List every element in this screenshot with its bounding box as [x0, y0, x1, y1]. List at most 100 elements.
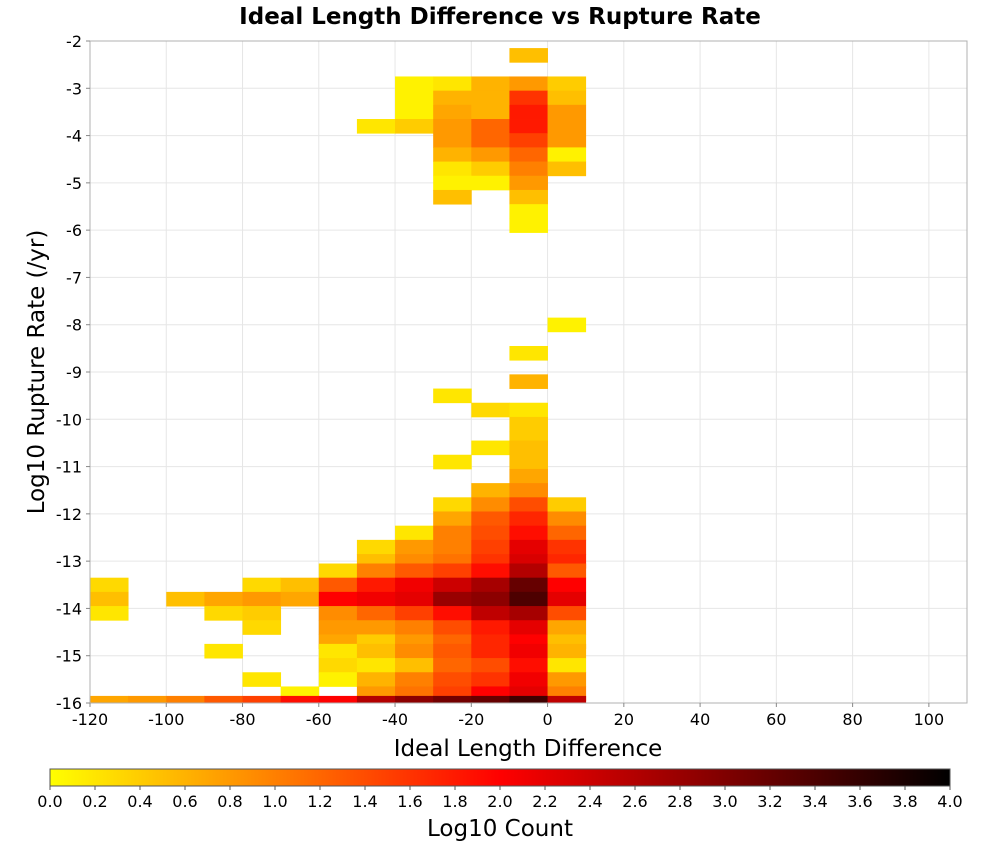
heatmap-cell — [356, 539, 396, 555]
heatmap-cell — [471, 147, 510, 162]
x-tick-label: -20 — [458, 710, 484, 729]
y-tick-label: -2 — [66, 32, 82, 51]
heatmap-cell — [318, 606, 358, 621]
heatmap-cell — [547, 133, 587, 148]
heatmap-cell — [547, 643, 587, 659]
colorbar — [49, 768, 951, 787]
heatmap-cell — [509, 511, 548, 527]
heatmap-cell — [433, 175, 472, 191]
heatmap-cell — [471, 161, 510, 177]
heatmap-cell — [280, 695, 320, 704]
y-tick-label: -12 — [56, 505, 82, 524]
heatmap-cell — [433, 539, 472, 555]
x-tick-label: 0 — [542, 710, 552, 729]
heatmap-cell — [242, 620, 282, 635]
heatmap-cell — [547, 695, 587, 704]
heatmap-cells — [90, 48, 587, 704]
heatmap-cell — [280, 577, 320, 593]
heatmap-cell — [318, 643, 358, 659]
heatmap-cell — [433, 454, 472, 470]
heatmap-cell — [547, 591, 587, 607]
heatmap-cell — [318, 591, 358, 607]
colorbar-tick-label: 0.6 — [172, 792, 197, 811]
heatmap-cell — [509, 402, 548, 418]
heatmap-cell — [356, 672, 396, 687]
colorbar-tick-label: 4.0 — [937, 792, 962, 811]
heatmap-cell — [509, 468, 548, 484]
chart-title: Ideal Length Difference vs Rupture Rate — [239, 4, 761, 30]
heatmap-cell — [547, 620, 587, 635]
y-tick-label: -14 — [56, 599, 82, 618]
heatmap-cell — [509, 643, 548, 659]
heatmap-cell — [395, 525, 434, 541]
colorbar-tick-label: 0.0 — [37, 792, 62, 811]
heatmap-cell — [433, 658, 472, 673]
heatmap-cell — [433, 133, 472, 148]
colorbar-tick-label: 3.8 — [892, 792, 917, 811]
heatmap-cell — [356, 695, 396, 704]
heatmap-cell — [509, 563, 548, 579]
heatmap-cell — [433, 591, 472, 607]
heatmap-cell — [547, 317, 587, 333]
heatmap-cell — [547, 147, 587, 162]
heatmap-cell — [509, 48, 548, 63]
heatmap-cell — [509, 204, 548, 219]
heatmap-cell — [395, 90, 434, 106]
colorbar-tick-label: 2.8 — [667, 792, 692, 811]
heatmap-cell — [509, 416, 548, 432]
x-tick-label: -80 — [229, 710, 255, 729]
heatmap-cell — [356, 119, 396, 134]
heatmap-cell — [471, 119, 510, 134]
heatmap-cell — [471, 525, 510, 541]
heatmap-cell — [395, 119, 434, 134]
colorbar-tick-label: 0.4 — [127, 792, 152, 811]
x-tick-label: -40 — [382, 710, 408, 729]
heatmap-cell — [547, 525, 587, 541]
heatmap-cell — [509, 695, 548, 704]
heatmap-cell — [509, 440, 548, 456]
x-tick-label: 40 — [690, 710, 710, 729]
heatmap-cell — [509, 577, 548, 593]
heatmap-cell — [471, 440, 510, 456]
plot-area — [89, 40, 968, 704]
colorbar-tick-label: 2.4 — [577, 792, 602, 811]
heatmap-cell — [395, 672, 434, 687]
heatmap-cell — [356, 591, 396, 607]
heatmap-cell — [471, 643, 510, 659]
heatmap-cell — [318, 620, 358, 635]
y-tick-label: -4 — [66, 127, 82, 146]
heatmap-cell — [547, 606, 587, 621]
heatmap-cell — [242, 695, 282, 704]
x-tick-label: 20 — [614, 710, 634, 729]
heatmap-cell — [471, 672, 510, 687]
heatmap-cell — [356, 563, 396, 579]
heatmap-cell — [509, 672, 548, 687]
heatmap-cell — [509, 161, 548, 177]
heatmap-cell — [90, 695, 129, 704]
heatmap-cell — [547, 511, 587, 527]
colorbar-tick-label: 3.0 — [712, 792, 737, 811]
heatmap-cell — [433, 563, 472, 579]
y-tick-label: -9 — [66, 363, 82, 382]
x-axis-ticks: -120 -100 -80 -60 -40 -20 0 20 40 60 80 100 — [72, 703, 944, 729]
colorbar-tick-label: 0.2 — [82, 792, 107, 811]
x-tick-label: -60 — [306, 710, 332, 729]
x-axis-label: Ideal Length Difference — [394, 736, 663, 762]
heatmap-cell — [509, 497, 548, 512]
heatmap-cell — [395, 658, 434, 673]
heatmap-cell — [395, 591, 434, 607]
heatmap-cell — [509, 218, 548, 233]
heatmap-cell — [318, 577, 358, 593]
y-tick-label: -15 — [56, 647, 82, 666]
y-axis-label: Log10 Rupture Rate (/yr) — [24, 230, 50, 515]
y-tick-label: -3 — [66, 79, 82, 98]
x-tick-label: -120 — [72, 710, 108, 729]
heatmap-cell — [433, 189, 472, 205]
colorbar-tick-label: 3.6 — [847, 792, 872, 811]
y-tick-label: -6 — [66, 221, 82, 240]
heatmap-cell — [547, 563, 587, 579]
heatmap-cell — [509, 133, 548, 148]
heatmap-cell — [547, 497, 587, 512]
heatmap-cell — [90, 606, 129, 621]
y-tick-label: -13 — [56, 552, 82, 571]
